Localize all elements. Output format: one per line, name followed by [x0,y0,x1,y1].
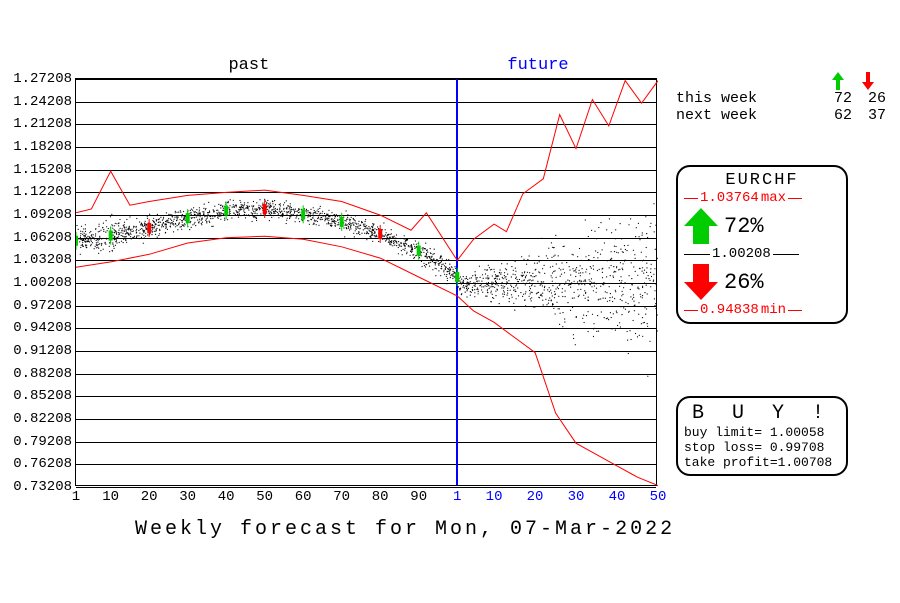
x-tick-past: 90 [410,489,427,505]
scatter-points [76,199,658,377]
chart-svg [76,79,658,487]
x-tick-future: 50 [650,489,667,505]
y-tick-label: 0.79208 [13,434,72,450]
y-tick-label: 0.91208 [13,343,72,359]
y-tick-label: 0.85208 [13,388,72,404]
x-tick-past: 60 [295,489,312,505]
x-tick-past: 50 [256,489,273,505]
info-box: EURCHF 1.03764max 72% 1.00208 26% 0.9483… [676,165,848,324]
next-week-label: next week [676,107,757,124]
big-up-arrow-icon [684,208,718,244]
y-tick-label: 1.03208 [13,252,72,268]
y-tick-label: 1.21208 [13,116,72,132]
gridline [76,487,656,488]
x-tick-future: 20 [527,489,544,505]
legend-top: this week 72 26 next week 62 37 [676,72,886,124]
forecast-chart: 1.272081.242081.212081.182081.152081.122… [75,78,657,486]
x-tick-past: 30 [179,489,196,505]
x-tick-future: 40 [609,489,626,505]
y-tick-label: 0.76208 [13,456,72,472]
this-week-down: 26 [862,90,886,107]
this-week-label: this week [676,90,757,107]
buy-limit: 1.00058 [770,425,825,440]
next-week-up: 62 [828,107,852,124]
y-tick-label: 0.97208 [13,298,72,314]
big-down-arrow-icon [684,264,718,300]
pair-symbol: EURCHF [684,171,840,190]
x-tick-past: 40 [218,489,235,505]
y-tick-label: 0.73208 [13,479,72,495]
y-tick-label: 1.06208 [13,230,72,246]
y-tick-label: 1.15208 [13,162,72,178]
signal-header: B U Y ! [684,402,840,425]
x-tick-past: 1 [72,489,80,505]
next-week-down: 37 [862,107,886,124]
x-tick-past: 70 [333,489,350,505]
x-tick-future: 1 [453,489,461,505]
max-value: 1.03764 [700,190,759,206]
future-label: future [507,56,568,75]
x-tick-past: 80 [372,489,389,505]
y-tick-label: 1.00208 [13,275,72,291]
y-tick-label: 0.94208 [13,320,72,336]
up-arrow-icon [832,72,844,90]
y-tick-label: 0.88208 [13,366,72,382]
x-tick-future: 30 [568,489,585,505]
x-tick-future: 10 [486,489,503,505]
y-tick-label: 1.12208 [13,184,72,200]
this-week-up: 72 [828,90,852,107]
x-tick-past: 10 [102,489,119,505]
up-pct: 72% [724,214,764,239]
down-arrow-icon [862,72,874,90]
stop-loss: 0.99708 [770,440,825,455]
x-tick-past: 20 [141,489,158,505]
y-tick-label: 0.82208 [13,411,72,427]
y-tick-label: 1.09208 [13,207,72,223]
signal-box: B U Y ! buy limit= 1.00058 stop loss= 0.… [676,396,848,476]
y-tick-label: 1.24208 [13,94,72,110]
chart-caption: Weekly forecast for Mon, 07-Mar-2022 [135,518,675,541]
down-pct: 26% [724,270,764,295]
y-tick-label: 1.18208 [13,139,72,155]
y-tick-label: 1.27208 [13,71,72,87]
min-value: 0.94838 [700,302,759,318]
take-profit: 1.00708 [778,455,833,470]
past-label: past [228,56,269,75]
mid-value: 1.00208 [712,246,771,262]
